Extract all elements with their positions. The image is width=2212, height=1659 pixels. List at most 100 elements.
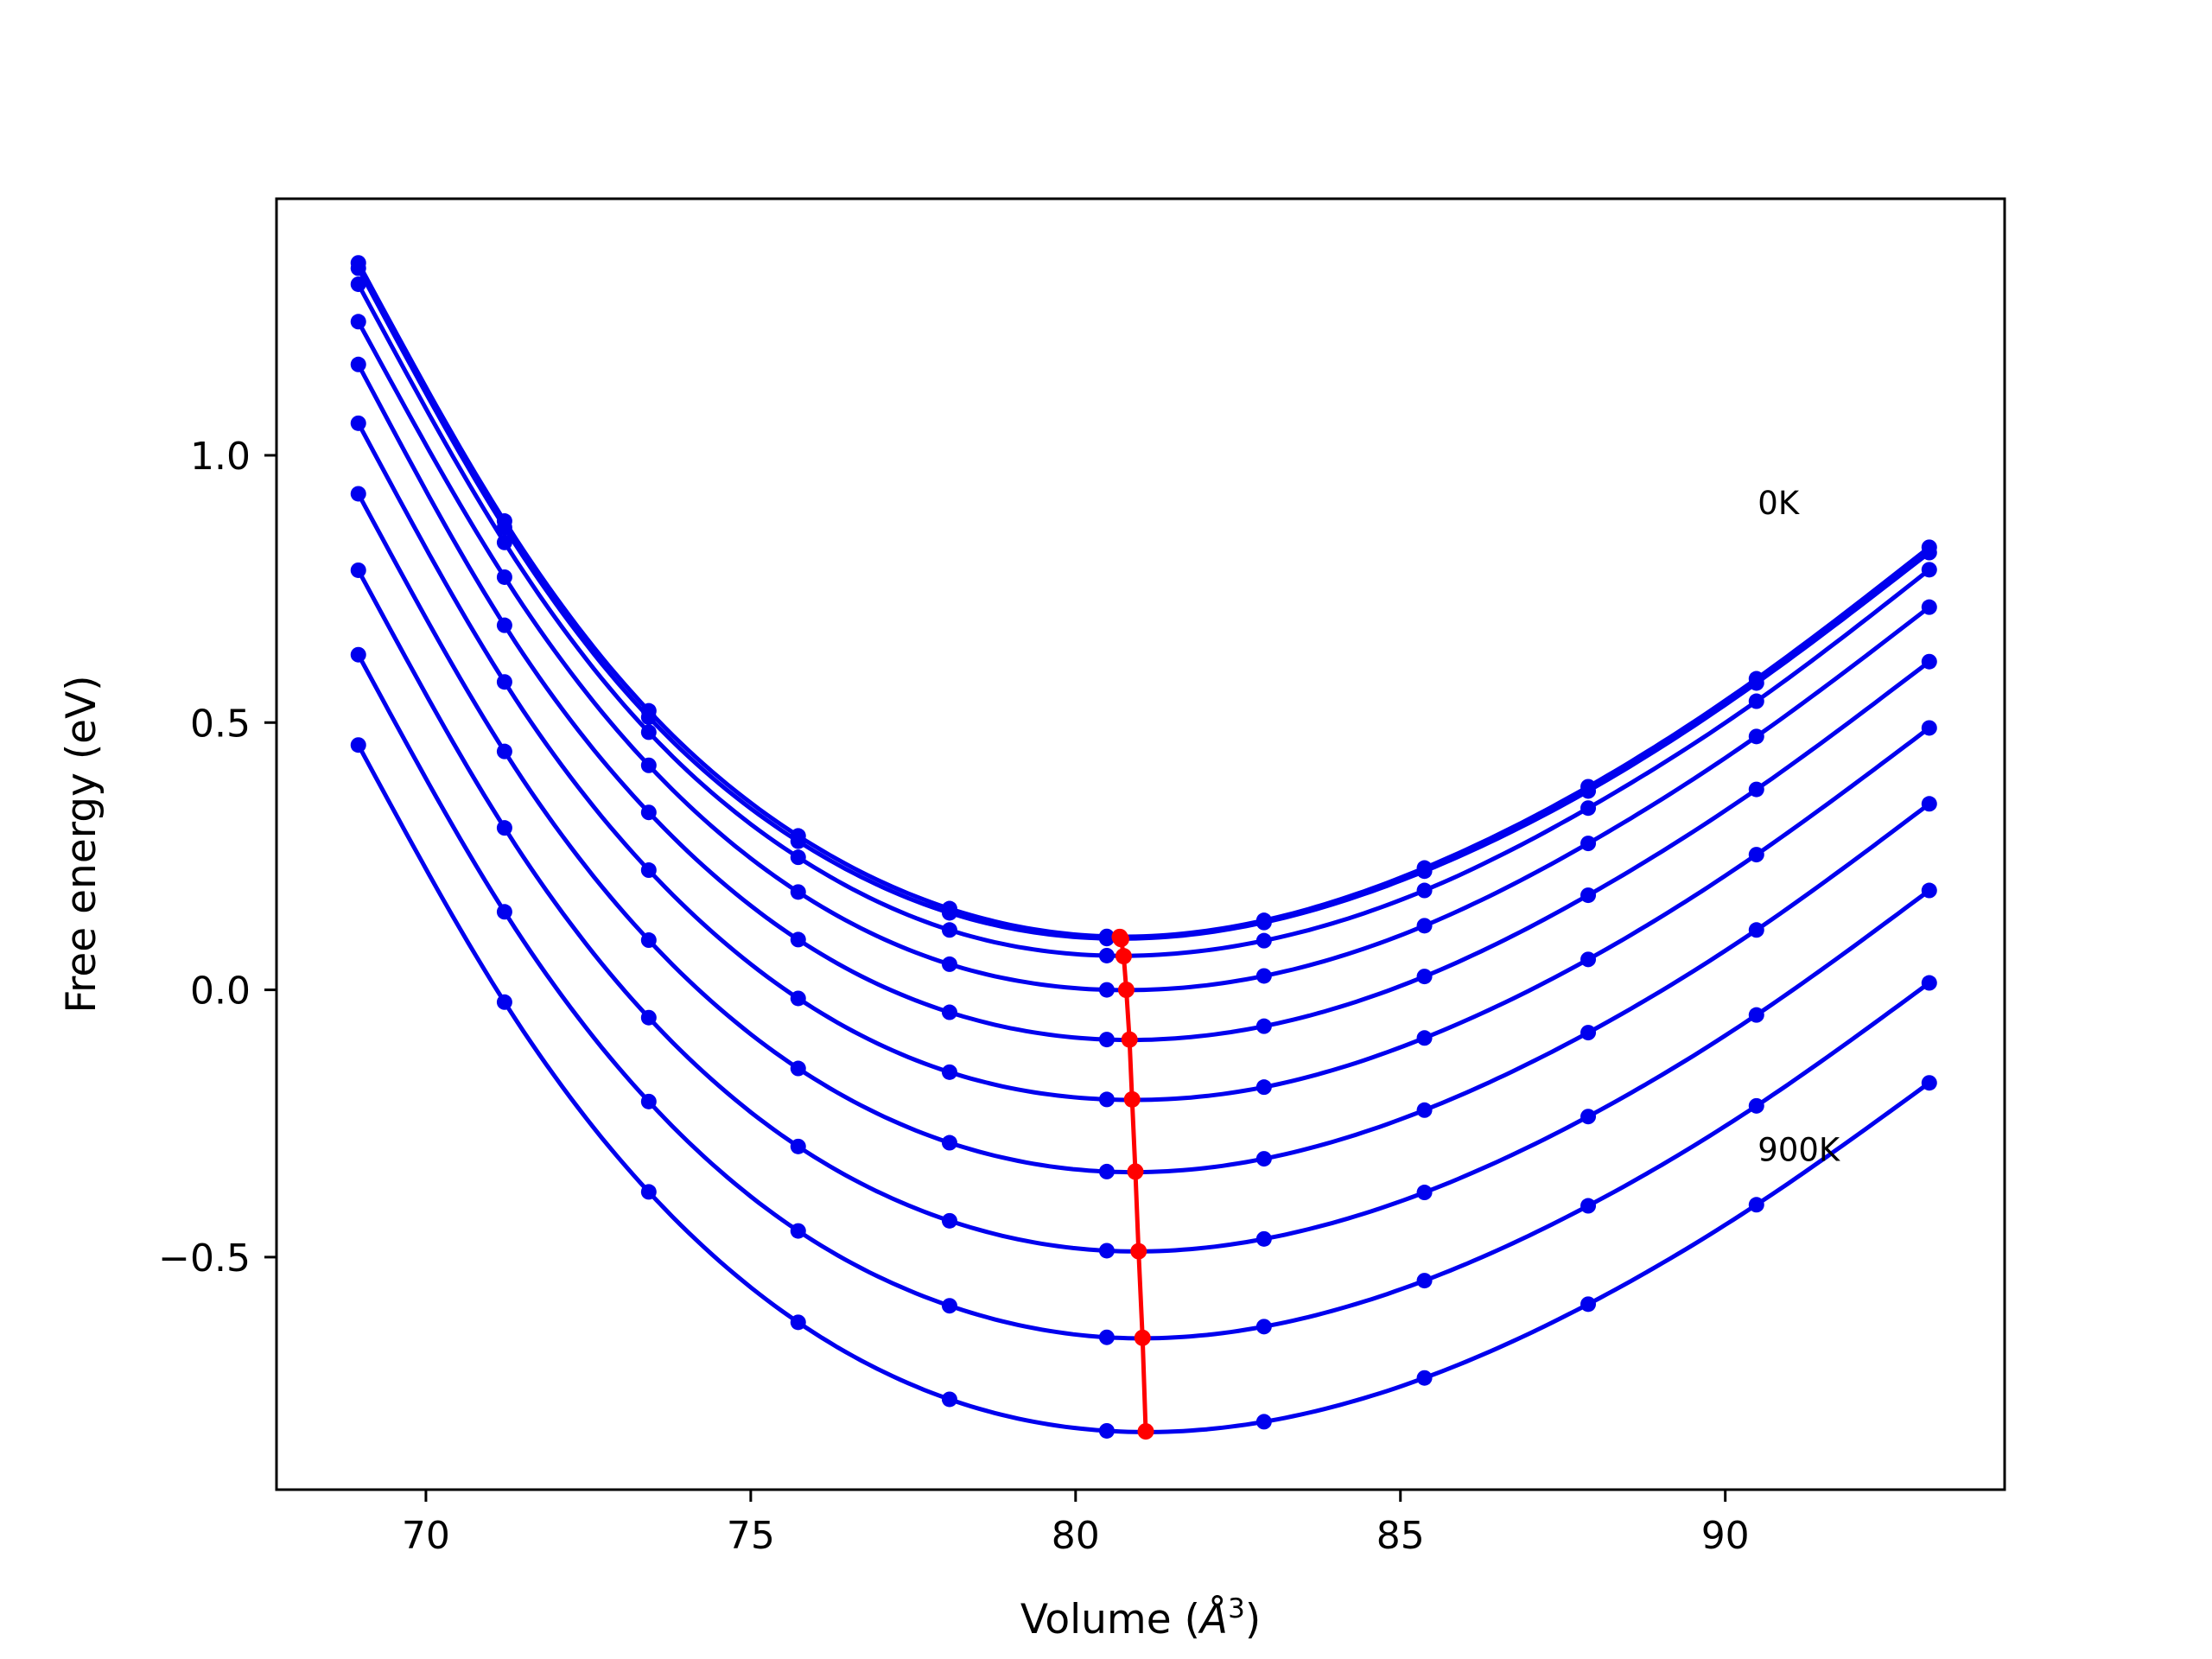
- series-4-point: [941, 1004, 957, 1020]
- plot-area: [350, 255, 1937, 1440]
- series-5-point: [941, 1064, 957, 1080]
- series-6-point: [790, 1060, 806, 1077]
- series-7-point: [350, 562, 366, 578]
- minimum-point: [1121, 1031, 1138, 1048]
- series-5-point: [640, 862, 657, 879]
- series-8-point: [640, 1093, 657, 1109]
- series-9-point: [640, 1184, 657, 1200]
- series-8-point: [496, 904, 512, 920]
- series-7-point: [941, 1212, 957, 1229]
- series-6-point: [941, 1135, 957, 1151]
- series-8-point: [350, 646, 366, 663]
- minimum-point: [1117, 982, 1135, 999]
- series-3-point: [1580, 836, 1597, 852]
- series-4-point: [496, 617, 512, 633]
- series-4-point: [790, 931, 806, 948]
- series-9-point: [1748, 1197, 1764, 1213]
- series-8-point: [1255, 1319, 1272, 1335]
- series-1-point: [1098, 931, 1115, 947]
- series-line-4: [356, 363, 1931, 1043]
- y-axis: 1.0 0.5 0.0 −0.5: [158, 435, 276, 1281]
- series-4-point: [350, 356, 366, 372]
- series-5-point: [1098, 1091, 1115, 1108]
- y-tick-label: 0.0: [190, 969, 251, 1014]
- series-9-point: [790, 1314, 806, 1331]
- series-1-point: [1416, 863, 1433, 880]
- series-line-3: [356, 321, 1931, 993]
- series-5-point: [1416, 1030, 1433, 1046]
- series-line-8: [356, 653, 1931, 1341]
- series-9-point: [1098, 1422, 1115, 1439]
- series-2-point: [640, 724, 657, 741]
- minimum-point: [1130, 1243, 1147, 1260]
- series-4-point: [1921, 653, 1937, 670]
- series-7-point: [1921, 882, 1937, 899]
- series-9-point: [1921, 1075, 1937, 1091]
- series-1-point: [790, 833, 806, 849]
- series-5-point: [1580, 951, 1597, 968]
- series-6-point: [640, 932, 657, 949]
- series-7-point: [1580, 1109, 1597, 1125]
- series-4-point: [1255, 1018, 1272, 1034]
- series-3-point: [496, 569, 512, 585]
- axes-frame: [275, 197, 2006, 1491]
- minimum-point: [1127, 1163, 1144, 1180]
- series-2-point: [1748, 693, 1764, 709]
- series-5-point: [1921, 720, 1937, 736]
- series-5-point: [350, 415, 366, 431]
- series-7-point: [1098, 1243, 1115, 1259]
- series-5-point: [1255, 1079, 1272, 1096]
- series-5-point: [496, 674, 512, 690]
- series-1-point: [350, 260, 366, 276]
- y-tick-label: 1.0: [190, 435, 251, 479]
- series-8-point: [941, 1298, 957, 1314]
- series-3-point: [350, 314, 366, 330]
- series-7-point: [1748, 1007, 1764, 1023]
- x-tick-label: 75: [727, 1514, 775, 1558]
- series-4-point: [1098, 1032, 1115, 1048]
- series-3-point: [1921, 599, 1937, 615]
- series-6-point: [1748, 922, 1764, 938]
- series-8-point: [1921, 975, 1937, 991]
- series-7-point: [1255, 1230, 1272, 1247]
- series-3-point: [1255, 968, 1272, 984]
- x-tick-label: 70: [402, 1514, 450, 1558]
- minimum-point: [1134, 1329, 1151, 1346]
- y-axis-label: Free energy (eV): [58, 675, 105, 1013]
- minimum-point: [1112, 931, 1129, 948]
- series-line-1: [356, 267, 1931, 941]
- series-3-point: [790, 884, 806, 900]
- x-tick-label: 90: [1701, 1514, 1750, 1558]
- series-7-point: [496, 820, 512, 836]
- curve-annotation: 0K: [1758, 485, 1801, 522]
- series-6-point: [1921, 796, 1937, 812]
- series-6-point: [1580, 1025, 1597, 1041]
- series-9-point: [941, 1391, 957, 1408]
- series-5-point: [790, 990, 806, 1007]
- series-9-point: [350, 737, 366, 753]
- series-7-point: [640, 1009, 657, 1026]
- series-line-5: [356, 422, 1931, 1103]
- series-3-point: [1748, 728, 1764, 745]
- series-8-point: [1416, 1273, 1433, 1289]
- series-9-point: [1580, 1296, 1597, 1313]
- series-4-point: [1748, 781, 1764, 798]
- series-8-point: [1748, 1097, 1764, 1114]
- series-6-point: [1098, 1163, 1115, 1179]
- series-1-point: [640, 709, 657, 726]
- series-9-point: [496, 994, 512, 1010]
- series-2-point: [350, 276, 366, 292]
- minimum-point: [1123, 1090, 1141, 1108]
- series-1-point: [1255, 914, 1272, 931]
- series-7-point: [790, 1138, 806, 1154]
- series-2-point: [790, 849, 806, 866]
- series-9-point: [1416, 1370, 1433, 1386]
- series-6-point: [350, 486, 366, 502]
- series-2-point: [1098, 947, 1115, 963]
- series-3-point: [1416, 918, 1433, 934]
- series-line-6: [356, 493, 1931, 1175]
- series-1-point: [1921, 544, 1937, 561]
- series-line-7: [356, 569, 1931, 1254]
- x-axis-label: Volume (Å3): [1020, 1593, 1261, 1643]
